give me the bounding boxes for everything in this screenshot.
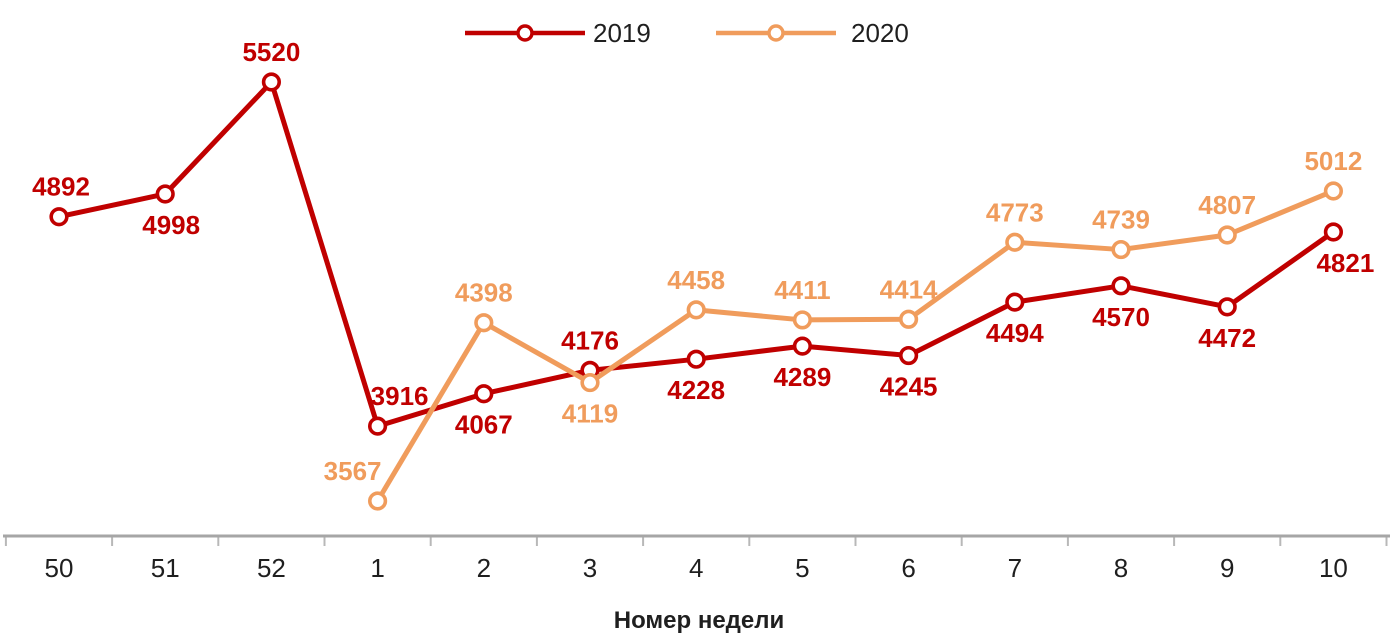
series-2019-data-label: 4472 (1198, 323, 1256, 353)
series-2019-point-marker (1005, 292, 1025, 312)
series-2019-data-label: 4289 (773, 362, 831, 392)
series-2019-point-marker (686, 349, 706, 369)
series-2020-point-marker (474, 313, 494, 333)
x-axis-tick-label: 51 (151, 553, 180, 583)
x-axis-tick-label: 6 (901, 553, 915, 583)
series-2020-data-label: 4739 (1092, 205, 1150, 235)
x-axis-tick-label: 10 (1319, 553, 1348, 583)
series-2019-point-marker (898, 345, 919, 366)
series-2020-point-marker (580, 372, 600, 393)
legend-marker-2020 (767, 24, 785, 42)
series-2019-point-marker (49, 207, 69, 227)
legend-item-2020: 2020 (716, 18, 909, 48)
series-2020-data-label: 4773 (986, 197, 1044, 227)
series-2020-data-label: 4414 (880, 274, 938, 304)
series-2020-point-marker (898, 309, 919, 329)
series-2019-data-label: 5520 (242, 37, 300, 67)
series-2019-point-marker (155, 184, 175, 204)
series-2020-point-marker (1111, 239, 1131, 260)
legend-marker-2019 (516, 24, 534, 42)
series-2019-data-label: 4998 (142, 210, 200, 240)
series-2020-point-marker (1323, 181, 1343, 201)
series-2019-data-label: 3916 (371, 381, 429, 411)
legend-label-2019: 2019 (593, 18, 651, 48)
series-2019-point-marker (261, 72, 282, 92)
x-axis-tick-label: 9 (1220, 553, 1234, 583)
series-2019-data-label: 4821 (1316, 248, 1374, 278)
series-2020-point-marker (792, 310, 813, 330)
x-axis-tick-label: 4 (689, 553, 703, 583)
series-2020-point-marker (1005, 232, 1025, 252)
series-2019-data-label: 4245 (880, 372, 938, 402)
series-2020-point-marker (1217, 225, 1237, 245)
legend-label-2020: 2020 (851, 18, 909, 48)
series-2020-data-label: 4119 (562, 399, 618, 429)
series-2019-point-marker (368, 416, 388, 436)
x-axis-title: Номер недели (614, 607, 785, 634)
series-2019-data-label: 4176 (561, 325, 619, 355)
series-2020-data-label: 4807 (1198, 190, 1256, 220)
legend: 2019 2020 (465, 18, 909, 48)
x-axis-tick-label: 3 (583, 553, 597, 583)
series-2019-point-marker (1323, 222, 1343, 242)
x-axis-tick-label: 7 (1008, 553, 1022, 583)
series-2019-data-label: 4892 (32, 172, 90, 202)
x-axis-tick-label: 52 (257, 553, 286, 583)
legend-item-2019: 2019 (465, 18, 651, 48)
series-2020-data-label: 3567 (324, 456, 382, 486)
plot-area: 50 51 52 1 2 3 4 5 6 7 8 9 10 4892 4998 5520 3916 4067 417… (3, 37, 1390, 583)
series-2020-data-label: 4398 (455, 278, 513, 308)
x-axis-tick-label: 1 (370, 553, 384, 583)
series-2019-point-marker (792, 336, 813, 356)
series-2020-line (375, 188, 1336, 504)
series-2019-data-label: 4228 (667, 375, 725, 405)
series-2019-data-label: 4570 (1092, 302, 1150, 332)
x-axis-tick-label: 5 (795, 553, 809, 583)
series-2020-data-label: 5012 (1304, 146, 1362, 176)
series-2019-data-label: 4494 (986, 318, 1044, 348)
series-2019-data-label: 4067 (455, 410, 513, 440)
series-2019-point-marker (1217, 297, 1237, 317)
x-axis-tick-label: 50 (45, 553, 74, 583)
series-2020-point-marker (686, 300, 706, 320)
series-2020-data-label: 4458 (667, 265, 725, 295)
x-axis-tick-label: 8 (1114, 553, 1128, 583)
series-2020-data-label: 4411 (774, 275, 830, 305)
series-2020-point-marker (368, 491, 388, 511)
series-2019-point-marker (474, 384, 494, 404)
x-axis-tick-label: 2 (477, 553, 491, 583)
series-2019-point-marker (1111, 276, 1131, 296)
